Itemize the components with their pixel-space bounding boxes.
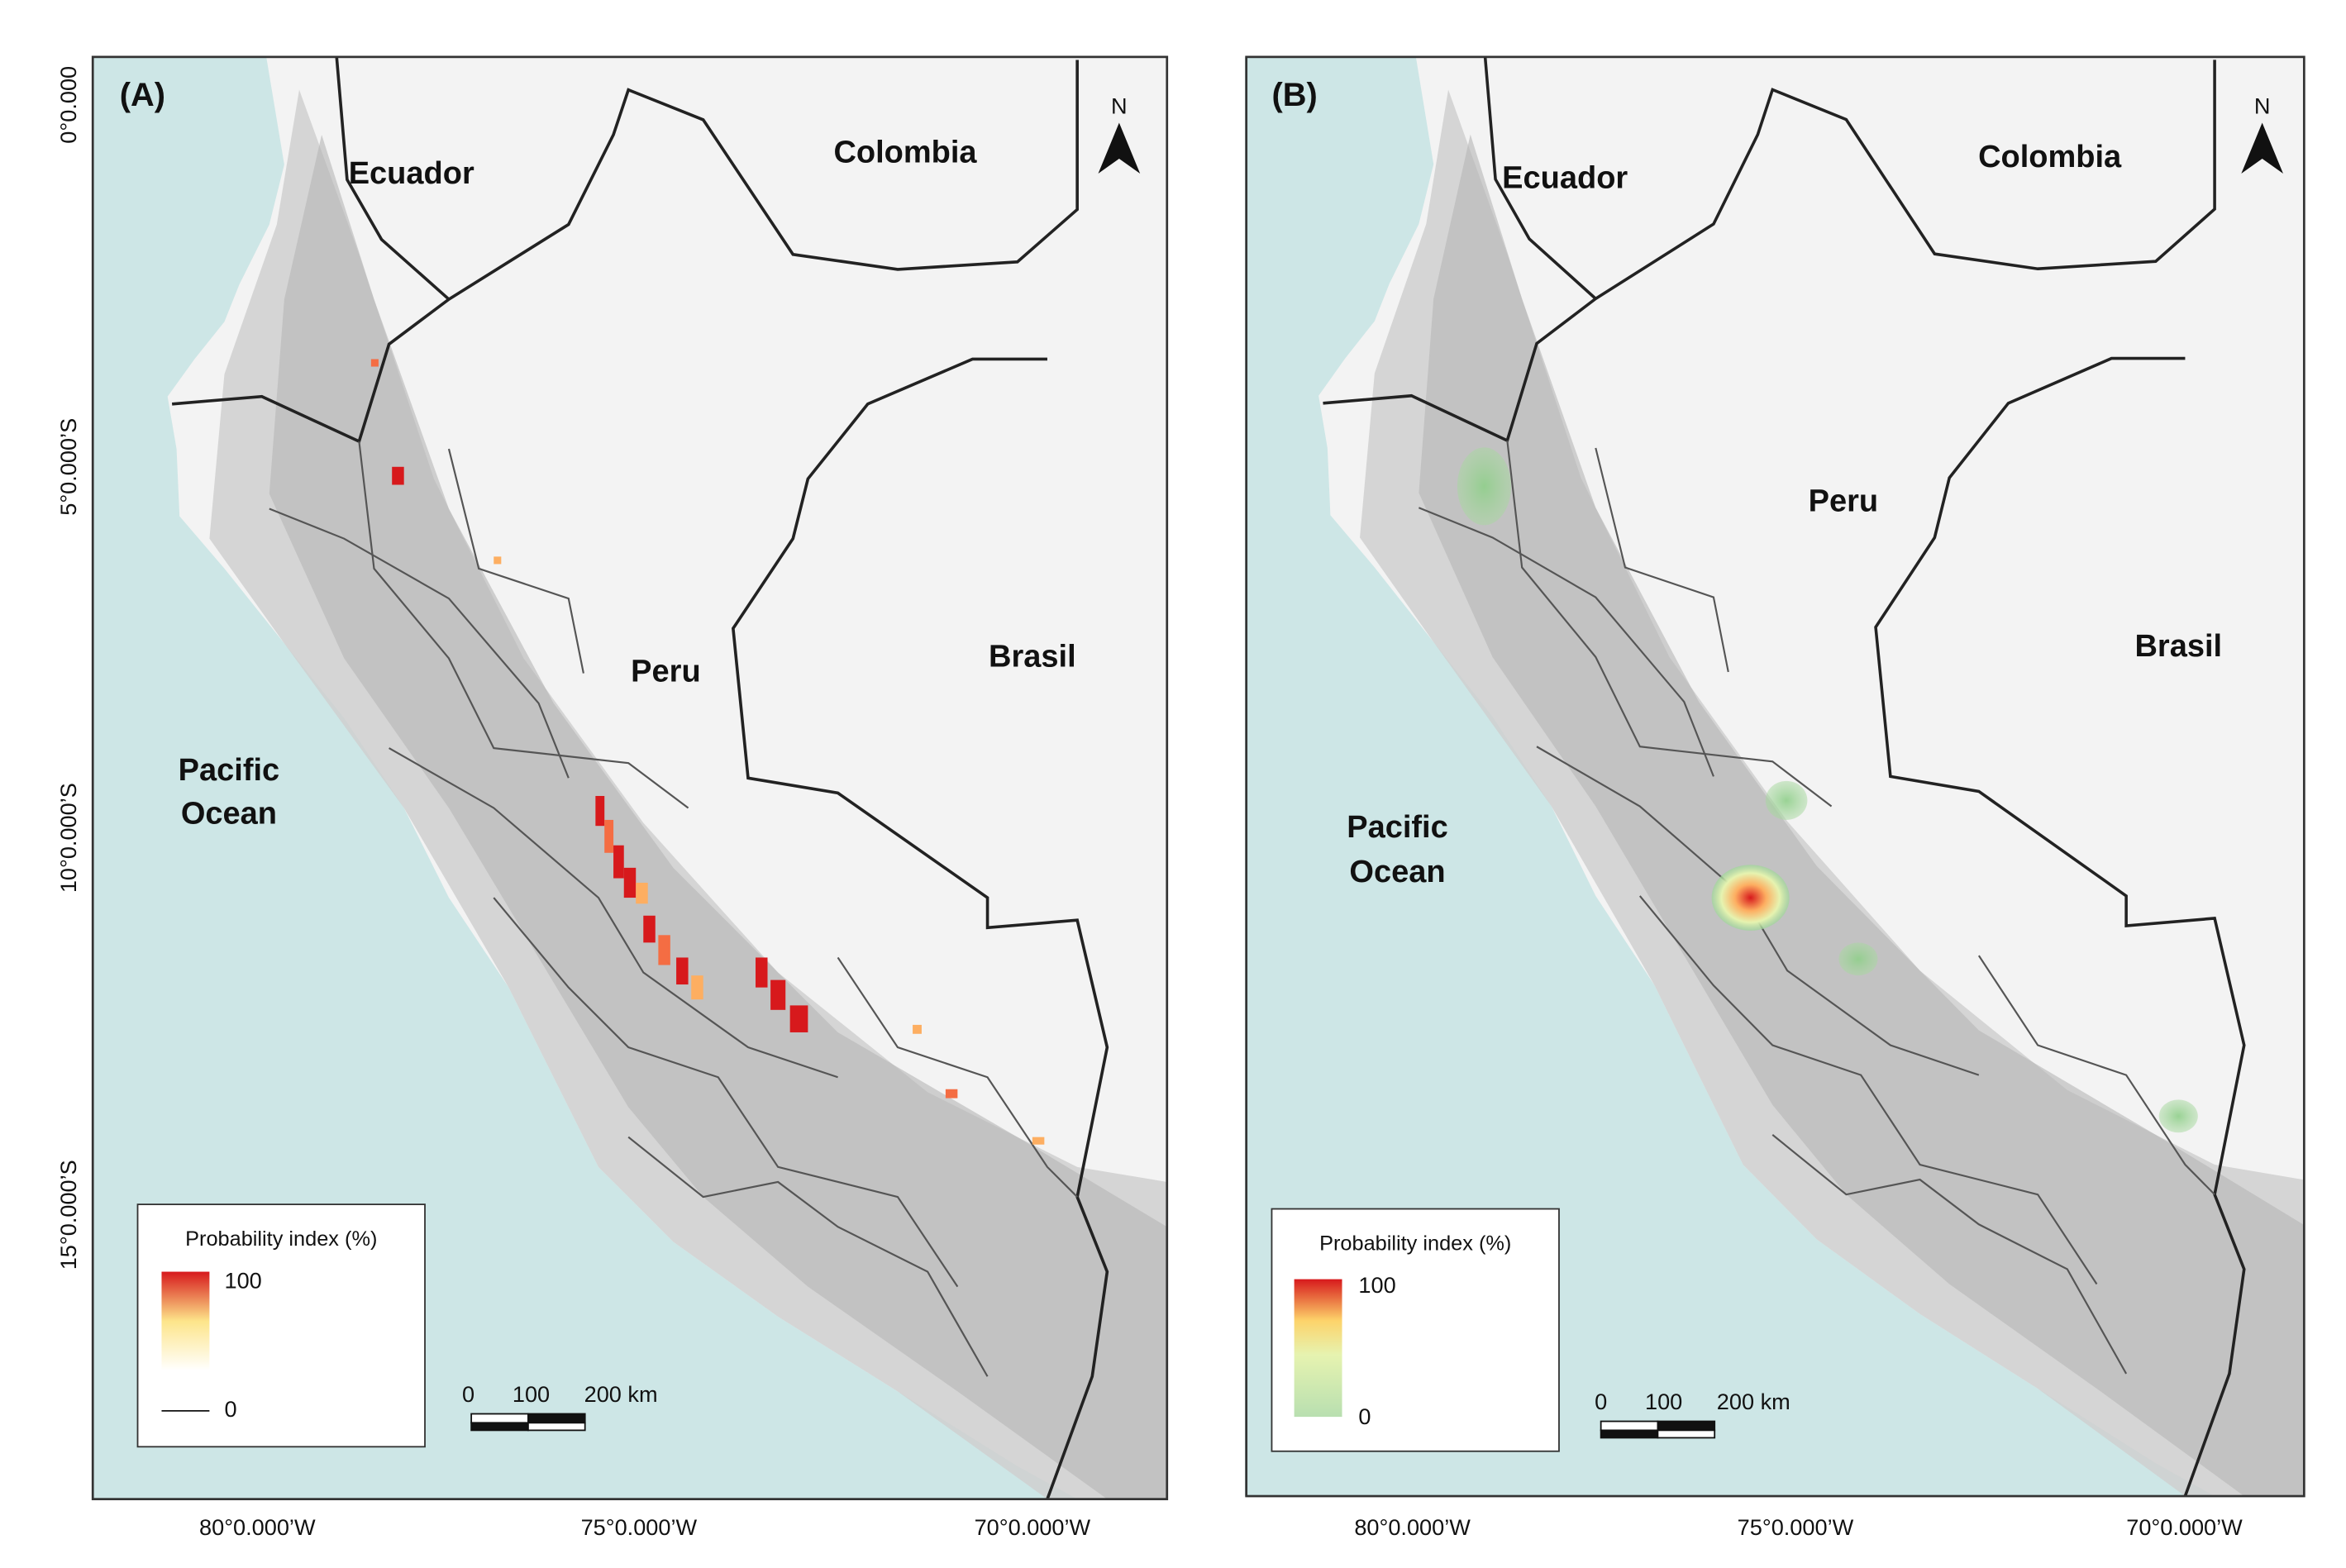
panel-b: (B) Ecuador Colombia Peru Brasil Pacific… xyxy=(1245,55,2305,1540)
legend-ramp xyxy=(161,1271,210,1370)
legend-min: 0 xyxy=(1358,1404,1371,1429)
longitude-label: 80°0.000’W xyxy=(1354,1514,1471,1540)
legend: Probability index (%) 100 0 xyxy=(1271,1208,1560,1452)
scale-label: 200 km xyxy=(584,1381,658,1407)
ocean-label: Pacific xyxy=(179,753,280,788)
longitude-label: 70°0.000’W xyxy=(2126,1514,2243,1540)
country-label: Ecuador xyxy=(349,156,474,191)
longitude-label: 70°0.000’W xyxy=(975,1514,1091,1540)
country-label: Peru xyxy=(1809,484,1878,518)
probability-cells xyxy=(370,359,1045,1145)
latitude-label: 15°0.000’S xyxy=(55,1160,81,1270)
scale-label: 0 xyxy=(462,1381,474,1407)
north-label: N xyxy=(2254,93,2271,119)
country-label: Colombia xyxy=(833,136,977,170)
probability-cells xyxy=(1457,447,2198,1133)
country-label: Brasil xyxy=(2134,629,2222,664)
scale-label: 100 xyxy=(513,1381,550,1407)
country-label: Brasil xyxy=(989,639,1076,674)
longitude-label: 75°0.000’W xyxy=(581,1514,698,1540)
panel-a: (A) Ecuador Colombia Peru Brasil Pacific… xyxy=(55,55,1169,1540)
country-label: Ecuador xyxy=(1502,160,1628,195)
latitude-label: 0°0.000 xyxy=(55,66,81,144)
legend-max: 100 xyxy=(1358,1272,1395,1298)
legend-min: 0 xyxy=(224,1396,236,1422)
panel-label: (A) xyxy=(120,77,165,113)
scale-label: 200 km xyxy=(1717,1389,1790,1414)
north-arrow xyxy=(1098,122,1141,174)
scale-bar: 0 100 200 km xyxy=(1595,1389,1790,1439)
longitude-label: 75°0.000’W xyxy=(1738,1514,1854,1540)
panel-label: (B) xyxy=(1271,77,1317,113)
legend: Probability index (%) 100 0 xyxy=(136,1203,426,1448)
north-arrow xyxy=(2241,122,2283,174)
longitude-label: 80°0.000’W xyxy=(199,1514,316,1540)
country-label: Colombia xyxy=(1978,140,2122,174)
latitude-label: 10°0.000’S xyxy=(55,783,81,893)
scale-label: 0 xyxy=(1595,1389,1607,1414)
latitude-label: 5°0.000’S xyxy=(55,418,81,516)
legend-ramp xyxy=(1294,1279,1342,1418)
legend-max: 100 xyxy=(224,1267,261,1293)
ocean-label: Pacific xyxy=(1347,810,1448,845)
legend-title: Probability index (%) xyxy=(1319,1232,1511,1256)
north-label: N xyxy=(1111,93,1128,119)
frame xyxy=(1245,55,2305,1498)
ocean-label: Ocean xyxy=(181,797,277,832)
scale-label: 100 xyxy=(1645,1389,1682,1414)
country-label: Peru xyxy=(631,655,700,689)
ocean-label: Ocean xyxy=(1349,855,1445,889)
legend-title: Probability index (%) xyxy=(185,1227,377,1251)
scale-bar: 0 100 200 km xyxy=(462,1381,658,1432)
frame xyxy=(91,55,1169,1501)
